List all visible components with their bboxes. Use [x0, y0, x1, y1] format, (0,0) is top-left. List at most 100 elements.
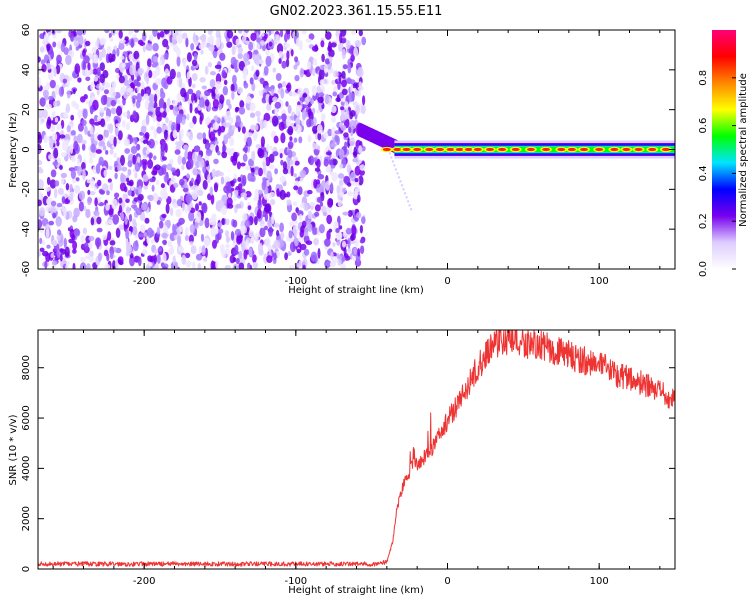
- noise-cell: [297, 87, 304, 98]
- noise-cell: [60, 177, 65, 185]
- noise-cell: [296, 37, 300, 47]
- noise-cell: [232, 219, 238, 228]
- noise-cell: [83, 205, 87, 211]
- noise-cell: [307, 189, 313, 195]
- noise-cell: [41, 63, 47, 73]
- spectrogram-y-label: Frequency (Hz): [8, 112, 19, 188]
- noise-cell: [171, 35, 177, 46]
- noise-cell: [239, 162, 246, 167]
- noise-cell: [347, 247, 352, 253]
- noise-cell: [341, 240, 347, 248]
- noise-cell: [281, 60, 287, 69]
- noise-cell: [72, 215, 78, 223]
- noise-cell: [43, 134, 48, 144]
- noise-cell: [233, 195, 237, 202]
- noise-cell: [175, 208, 182, 218]
- noise-cell: [70, 121, 74, 129]
- noise-cell: [250, 124, 256, 131]
- noise-cell: [197, 154, 202, 162]
- noise-cell: [260, 32, 265, 37]
- noise-cell: [176, 71, 182, 79]
- noise-cell: [96, 238, 100, 250]
- noise-cell: [82, 61, 87, 71]
- noise-cell: [137, 193, 144, 201]
- noise-cell: [294, 160, 300, 166]
- noise-cell: [161, 266, 168, 269]
- colorbar-tick-label: 0.4: [698, 165, 709, 181]
- noise-cell: [88, 235, 95, 242]
- noise-cell: [103, 169, 108, 178]
- noise-cell: [133, 50, 140, 60]
- noise-cell: [153, 249, 158, 254]
- band-hotspot-core: [413, 147, 422, 152]
- noise-cell: [252, 254, 257, 263]
- noise-cell: [361, 216, 366, 225]
- noise-cell: [143, 232, 147, 237]
- noise-cell: [217, 127, 221, 135]
- noise-cell: [129, 255, 135, 267]
- noise-cell: [346, 165, 352, 174]
- noise-cell: [74, 184, 80, 194]
- noise-cell: [177, 155, 182, 165]
- noise-cell: [153, 155, 157, 161]
- noise-cell: [153, 128, 157, 139]
- streak-dot: [405, 196, 408, 199]
- noise-cell: [258, 59, 265, 65]
- noise-cell: [328, 159, 334, 166]
- noise-cell: [328, 228, 333, 233]
- noise-cell: [52, 161, 59, 166]
- noise-cell: [303, 248, 310, 256]
- noise-cell: [44, 260, 48, 269]
- noise-cell: [215, 260, 219, 269]
- noise-cell: [123, 193, 128, 200]
- noise-cell: [106, 190, 110, 196]
- noise-cell: [337, 258, 342, 266]
- noise-cell: [191, 177, 194, 183]
- noise-cell: [341, 48, 346, 60]
- noise-cell: [268, 95, 272, 105]
- noise-cell: [243, 52, 250, 62]
- noise-cell: [232, 74, 237, 85]
- noise-cell: [174, 261, 179, 269]
- noise-cell: [56, 234, 61, 241]
- noise-cell: [151, 63, 157, 68]
- noise-cell: [231, 124, 236, 131]
- noise-cell: [170, 244, 174, 255]
- noise-cell: [350, 83, 354, 94]
- noise-cell: [106, 45, 112, 55]
- noise-cell: [280, 88, 285, 99]
- spectrogram-x-ticks: -200 -100 0 100: [52, 30, 661, 287]
- noise-cell: [281, 113, 287, 122]
- noise-cell: [349, 239, 356, 245]
- noise-cell: [238, 183, 243, 191]
- x-tick-label: -100: [284, 276, 307, 287]
- noise-cell: [328, 49, 335, 58]
- noise-cell: [196, 174, 201, 185]
- y-tick-label: 8000: [21, 355, 32, 380]
- noise-cell: [132, 226, 138, 236]
- noise-cell: [184, 205, 189, 214]
- noise-cell: [259, 227, 266, 238]
- noise-cell: [118, 30, 123, 39]
- noise-cell: [328, 96, 332, 103]
- colorbar-gradient: [712, 30, 736, 269]
- colorbar-tick-label: 0.8: [698, 70, 709, 86]
- noise-cell: [245, 96, 252, 104]
- noise-cell: [120, 55, 125, 60]
- noise-cell: [41, 239, 46, 246]
- noise-cell: [243, 249, 248, 260]
- noise-cell: [235, 38, 240, 46]
- noise-cell: [40, 118, 45, 123]
- noise-cell: [178, 246, 185, 253]
- noise-cell: [219, 125, 226, 133]
- noise-cell: [235, 115, 241, 127]
- noise-cell: [350, 234, 355, 242]
- noise-cell: [248, 229, 255, 238]
- noise-cell: [267, 219, 272, 228]
- noise-cell: [241, 226, 247, 234]
- noise-cell: [217, 222, 223, 228]
- noise-cell: [243, 66, 248, 76]
- noise-cell: [353, 247, 357, 255]
- noise-cell: [184, 252, 191, 259]
- noise-cell: [274, 168, 278, 175]
